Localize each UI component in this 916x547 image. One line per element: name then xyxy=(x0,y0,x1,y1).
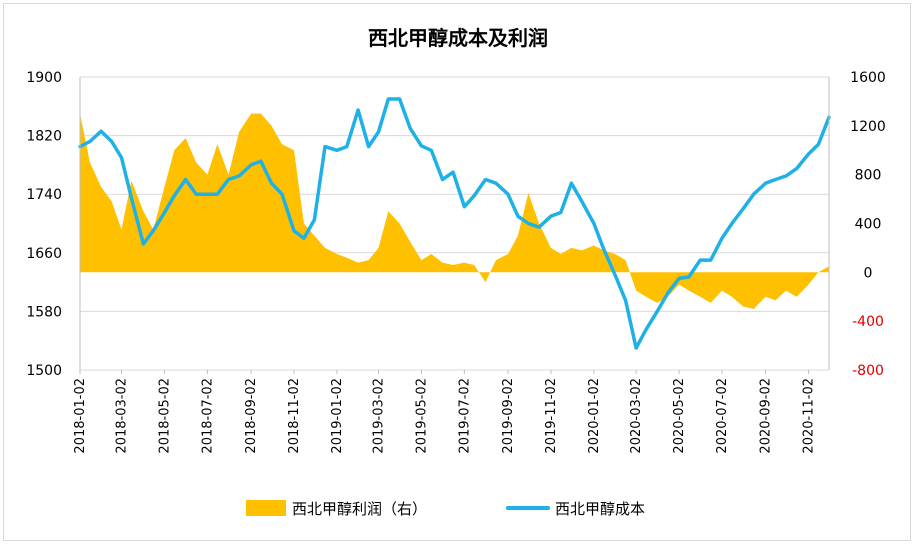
x-tick-label: 2020-03-02 xyxy=(629,378,644,454)
left-tick-label: 1900 xyxy=(26,70,62,86)
legend-label-cost: 西北甲醇成本 xyxy=(555,500,645,518)
x-tick-label: 2020-05-02 xyxy=(672,378,687,454)
x-tick-label: 2019-01-02 xyxy=(330,378,345,454)
legend: 西北甲醇利润（右） 西北甲醇成本 xyxy=(246,500,645,518)
x-tick-label: 2020-07-02 xyxy=(715,378,730,454)
x-tick-label: 2019-09-02 xyxy=(501,378,516,454)
chart-title: 西北甲醇成本及利润 xyxy=(368,26,548,50)
left-tick-label: 1580 xyxy=(26,304,62,320)
profit-area xyxy=(80,113,829,309)
left-tick-label: 1500 xyxy=(26,363,62,379)
x-tick-label: 2020-01-02 xyxy=(587,378,602,454)
cost-line-series xyxy=(78,97,831,350)
right-tick-label: 1600 xyxy=(850,70,886,86)
axes: 1900 1820 1740 1660 1580 1500 1600 1200 800 400 0 -… xyxy=(26,70,885,454)
left-tick-label: 1660 xyxy=(26,246,62,262)
x-tick-label: 2019-05-02 xyxy=(414,378,429,454)
x-tick-label: 2019-03-02 xyxy=(371,378,386,454)
x-tick-label: 2018-11-02 xyxy=(287,378,302,454)
profit-area-series xyxy=(80,113,829,309)
x-tick-label: 2018-09-02 xyxy=(244,378,259,454)
x-tick-label: 2018-01-02 xyxy=(73,378,88,454)
legend-swatch-profit xyxy=(246,500,286,516)
right-tick-label: 400 xyxy=(855,217,882,233)
left-tick-label: 1820 xyxy=(26,129,62,145)
x-tick-label: 2018-07-02 xyxy=(200,378,215,454)
right-tick-label: -400 xyxy=(852,314,884,330)
x-tick-label: 2020-09-02 xyxy=(759,378,774,454)
x-tick-label: 2019-11-02 xyxy=(544,378,559,454)
right-tick-label: 0 xyxy=(864,265,873,281)
x-tick-label: 2019-07-02 xyxy=(457,378,472,454)
right-tick-label: 1200 xyxy=(850,119,886,135)
x-tick-label: 2018-05-02 xyxy=(157,378,172,454)
right-tick-label: -800 xyxy=(852,363,884,379)
left-tick-label: 1740 xyxy=(26,187,62,203)
right-tick-label: 800 xyxy=(855,168,882,184)
cost-line xyxy=(78,97,831,350)
x-tick-label: 2018-03-02 xyxy=(115,378,130,454)
x-tick-label: 2020-11-02 xyxy=(802,378,817,454)
legend-label-profit: 西北甲醇利润（右） xyxy=(292,500,427,518)
